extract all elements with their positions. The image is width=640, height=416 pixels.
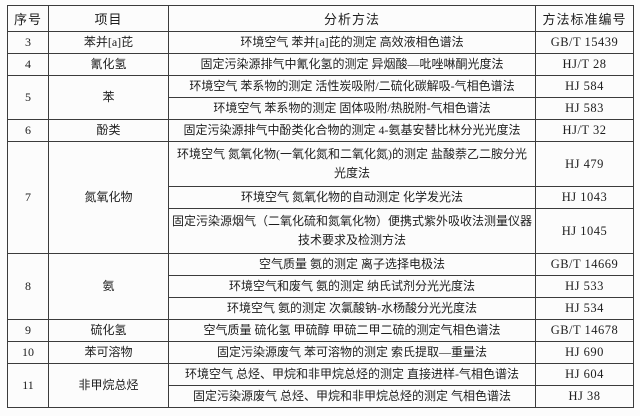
methods-table: 序号 项目 分析方法 方法标准编号 3 苯并[a]芘 环境空气 苯并[a]芘的测定 高效液… (7, 5, 634, 408)
standard-cell: GB/T 14678 (535, 319, 634, 342)
standard-cell: HJ 604 (535, 363, 634, 386)
seq-cell: 3 (7, 31, 49, 54)
standard-cell: HJ 690 (535, 341, 634, 364)
seq-cell: 11 (7, 363, 49, 408)
table-row: 6 酚类 固定污染源排气中酚类化合物的测定 4-氨基安替比林分光光度法 HJ/T 32 (7, 119, 634, 142)
table-row: 环境空气 苯系物的测定 固体吸附/热脱附-气相色谱法 HJ 583 (8, 97, 634, 120)
standard-cell: GB/T 15439 (535, 31, 634, 54)
standard-cell: HJ 583 (535, 97, 634, 120)
item-cell: 氮氧化物 (48, 141, 169, 254)
item-cell: 非甲烷总烃 (48, 363, 169, 408)
table-row: 3 苯并[a]芘 环境空气 苯并[a]芘的测定 高效液相色谱法 GB/T 15439 (7, 31, 634, 54)
item-cell: 苯并[a]芘 (48, 31, 169, 54)
method-cell: 固定污染源废气 总烃、甲烷和非甲烷总烃的测定 气相色谱法 (168, 385, 536, 408)
header-row: 序号 项目 分析方法 方法标准编号 (7, 5, 634, 32)
method-cell: 环境空气 氮氧化物(一氧化氮和二氧化氮)的测定 盐酸萘乙二胺分光光度法 (168, 141, 536, 187)
standard-cell: HJ 1045 (535, 208, 634, 254)
seq-cell: 8 (7, 253, 49, 320)
method-cell: 固定污染源废气 苯可溶物的测定 索氏提取—重量法 (168, 341, 536, 364)
standard-cell: HJ 534 (535, 297, 634, 320)
table-body: 3 苯并[a]芘 环境空气 苯并[a]芘的测定 高效液相色谱法 GB/T 15439 4… (7, 31, 634, 408)
item-cell: 硫化氢 (48, 319, 169, 342)
column-header-0: 序号 (7, 5, 49, 32)
seq-cell: 9 (7, 319, 49, 342)
table-row: 9 硫化氢 空气质量 硫化氢 甲硫醇 甲硫二甲二硫的测定气相色谱法 GB/T 1467… (7, 319, 634, 342)
seq-cell: 10 (7, 341, 49, 364)
method-cell: 环境空气 氨的测定 次氯酸钠-水杨酸分光光度法 (168, 297, 536, 320)
column-header-2: 分析方法 (168, 5, 536, 32)
standard-cell: HJ 584 (535, 75, 634, 98)
item-cell: 酚类 (48, 119, 169, 142)
standard-cell: HJ 1043 (535, 186, 634, 209)
standard-cell: HJ 38 (535, 385, 634, 408)
table-row: 5 苯环境空气 苯系物的测定 活性炭吸附/二硫化碳解吸-气相色谱法 HJ 584 (7, 75, 634, 120)
table-row: 固定污染源烟气（二氧化硫和氮氧化物）便携式紫外吸收法测量仪器技术要求及检测方法 H… (8, 208, 634, 254)
column-header-1: 项目 (48, 5, 169, 32)
table-row: 固定污染源废气 总烃、甲烷和非甲烷总烃的测定 气相色谱法 HJ 38 (8, 385, 634, 408)
seq-cell: 7 (7, 141, 49, 254)
table-row: 11 非甲烷总烃 环境空气 总烃、甲烷和非甲烷总烃的测定 直接进样-气相色谱法 HJ … (7, 363, 634, 408)
item-cell: 氰化氢 (48, 53, 169, 76)
method-cell: 环境空气 总烃、甲烷和非甲烷总烃的测定 直接进样-气相色谱法 (168, 363, 536, 386)
method-cell: 环境空气 氮氧化物的自动测定 化学发光法 (168, 186, 536, 209)
standard-cell: HJ 479 (535, 141, 634, 187)
table-row: 4 氰化氢 固定污染源排气中氰化氢的测定 异烟酸—吡唑啉酮光度法 HJ/T 28 (7, 53, 634, 76)
column-header-3: 方法标准编号 (535, 5, 634, 32)
table-row: 8 氨空气质量 氨的测定 离子选择电极法 GB/T 14669 (7, 253, 634, 320)
standard-cell: HJ 533 (535, 275, 634, 298)
method-cell: 环境空气 苯并[a]芘的测定 高效液相色谱法 (168, 31, 536, 54)
method-cell: 环境空气和废气 氨的测定 纳氏试剂分光光度法 (168, 275, 536, 298)
standard-cell: HJ/T 32 (535, 119, 634, 142)
item-cell: 苯 (48, 75, 169, 120)
method-cell: 固定污染源烟气（二氧化硫和氮氧化物）便携式紫外吸收法测量仪器技术要求及检测方法 (168, 208, 536, 254)
seq-cell: 4 (7, 53, 49, 76)
method-cell: 固定污染源排气中氰化氢的测定 异烟酸—吡唑啉酮光度法 (168, 53, 536, 76)
method-cell: 空气质量 硫化氢 甲硫醇 甲硫二甲二硫的测定气相色谱法 (168, 319, 536, 342)
table-row: 10 苯可溶物 固定污染源废气 苯可溶物的测定 索氏提取—重量法 HJ 690 (7, 341, 634, 364)
method-cell: 环境空气 苯系物的测定 固体吸附/热脱附-气相色谱法 (168, 97, 536, 120)
method-cell: 空气质量 氨的测定 离子选择电极法 (168, 253, 536, 276)
table-row: 7 氮氧化物 环境空气 氮氧化物(一氧化氮和二氧化氮)的测定 盐酸萘乙二胺分光光度法… (7, 141, 634, 254)
item-cell: 氨 (48, 253, 169, 320)
standard-cell: HJ/T 28 (535, 53, 634, 76)
standard-cell: GB/T 14669 (535, 253, 634, 276)
seq-cell: 6 (7, 119, 49, 142)
method-cell: 环境空气 苯系物的测定 活性炭吸附/二硫化碳解吸-气相色谱法 (168, 75, 536, 98)
table-row: 环境空气 氨的测定 次氯酸钠-水杨酸分光光度法 HJ 534 (8, 297, 634, 320)
item-cell: 苯可溶物 (48, 341, 169, 364)
method-cell: 固定污染源排气中酚类化合物的测定 4-氨基安替比林分光光度法 (168, 119, 536, 142)
seq-cell: 5 (7, 75, 49, 120)
